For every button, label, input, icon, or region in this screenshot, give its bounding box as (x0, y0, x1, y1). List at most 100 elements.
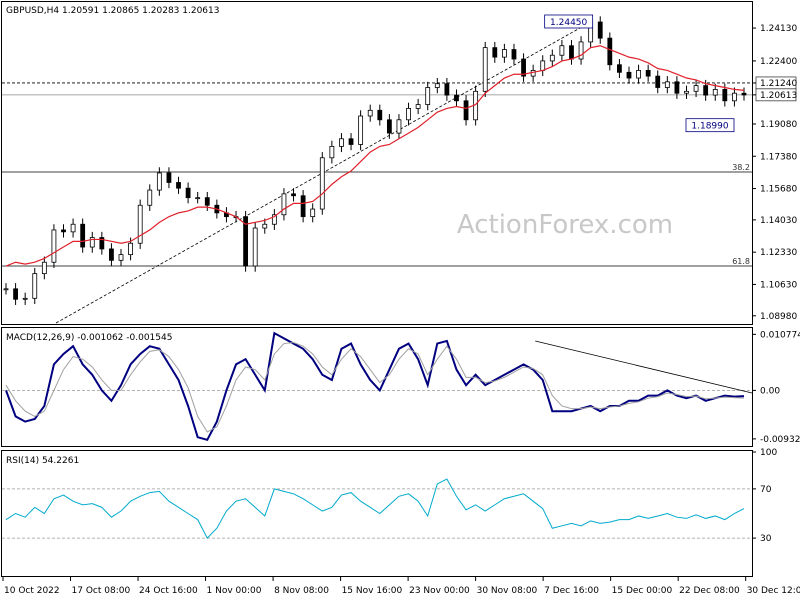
candle (319, 152, 325, 215)
candle (741, 87, 747, 101)
candle (693, 79, 699, 98)
candle-body (348, 138, 354, 145)
rsi-lines (5, 478, 745, 539)
candle (406, 102, 411, 126)
candle-body (741, 92, 747, 96)
candle-body (655, 75, 661, 88)
price-tick-label: 1.21240 (760, 79, 797, 89)
candle-body (511, 49, 517, 60)
candle-body (281, 193, 287, 216)
candle (454, 89, 459, 107)
candles (3, 16, 747, 305)
candle (22, 292, 28, 305)
candle (597, 16, 603, 44)
macd-lines (5, 331, 753, 441)
macd-signal-line (5, 342, 745, 433)
candle-body (434, 83, 440, 88)
candle-body (176, 182, 181, 189)
candle-body (252, 227, 258, 267)
candle (559, 40, 565, 61)
watermark: ActionForex.com (457, 210, 673, 240)
candle-body (645, 70, 651, 77)
candle (70, 218, 76, 238)
candle (118, 248, 124, 267)
candle (166, 167, 172, 189)
candle-body (329, 145, 335, 159)
callout-label: 1.24450 (550, 18, 587, 28)
price-tick-label: 1.12330 (760, 248, 797, 258)
candle-body (415, 104, 421, 109)
candle (185, 182, 191, 204)
candle (99, 231, 105, 255)
time-tick-label: 10 Oct 2022 (4, 586, 60, 596)
candle (617, 59, 622, 79)
candle (310, 203, 316, 223)
candle-body (128, 242, 133, 256)
candle-body (262, 223, 268, 229)
rsi-panel-frame (1, 450, 753, 577)
candle-body (559, 45, 565, 56)
rsi-panel-header: RSI(14) 54.2261 (6, 456, 79, 466)
fib-label: 38.2 (732, 163, 750, 172)
callout-box (685, 118, 735, 133)
candle (415, 98, 421, 115)
price-tag (755, 88, 797, 102)
time-tick-label: 17 Oct 08:00 (72, 586, 131, 596)
price-tick-label: 1.14030 (760, 216, 797, 226)
candle (492, 41, 498, 63)
candle (109, 243, 114, 267)
price-axis: 1.24130 1.22400 1.21240 1.20613 1.19080 1.173… (752, 24, 797, 322)
candle-body (674, 81, 680, 94)
time-tick-label: 22 Dec 08:00 (679, 586, 740, 596)
fib-label: 61.8 (732, 257, 750, 266)
macd-line (5, 331, 745, 441)
candle (511, 43, 517, 65)
price-tick-label: 1.15680 (760, 185, 797, 195)
candle-body (636, 70, 641, 79)
candle-body (166, 172, 172, 183)
candle-body (406, 108, 411, 121)
candle-body (147, 189, 153, 206)
candle-body (396, 119, 402, 134)
price-tick-label: 1.20613 (760, 91, 797, 101)
macd-axis: 0.010774 0.00 -0.009328 (752, 330, 800, 445)
moving-average-line (5, 45, 745, 267)
price-tick-label: 1.24130 (760, 24, 797, 34)
price-levels: 38.2 61.8 (2, 82, 752, 267)
macd-panel-frame (1, 327, 753, 447)
candle-body (51, 229, 57, 263)
candle (137, 199, 143, 249)
time-tick-label: 24 Oct 16:00 (139, 586, 198, 596)
rsi-tick-label: 30 (760, 534, 772, 544)
candle-body (137, 204, 143, 244)
candle-body (41, 261, 47, 275)
candle-body (684, 90, 689, 94)
candle (147, 184, 153, 211)
callout-label: 1.18990 (691, 122, 728, 132)
candle-body (386, 119, 392, 134)
candle (367, 104, 373, 122)
candle-body (597, 21, 603, 39)
candle-body (482, 47, 488, 92)
candle-body (99, 237, 105, 250)
candle-body (454, 94, 459, 102)
candle (434, 78, 440, 94)
candle-body (204, 197, 210, 206)
candle-body (319, 157, 325, 210)
candle (224, 207, 229, 223)
candle (3, 283, 9, 295)
price-tick-label: 1.10630 (760, 280, 797, 290)
candle-body (712, 89, 718, 96)
macd-tick-label: 0.00 (760, 386, 780, 396)
price-panel-frame (1, 1, 753, 325)
price-tick-label: 1.17380 (760, 152, 797, 162)
candle-body (300, 195, 306, 218)
candle-body (358, 115, 364, 145)
candle-body (118, 254, 124, 261)
candle (712, 83, 718, 101)
moving-average (5, 45, 745, 267)
candle (684, 85, 689, 99)
candle (386, 114, 392, 139)
candle-body (521, 58, 526, 77)
